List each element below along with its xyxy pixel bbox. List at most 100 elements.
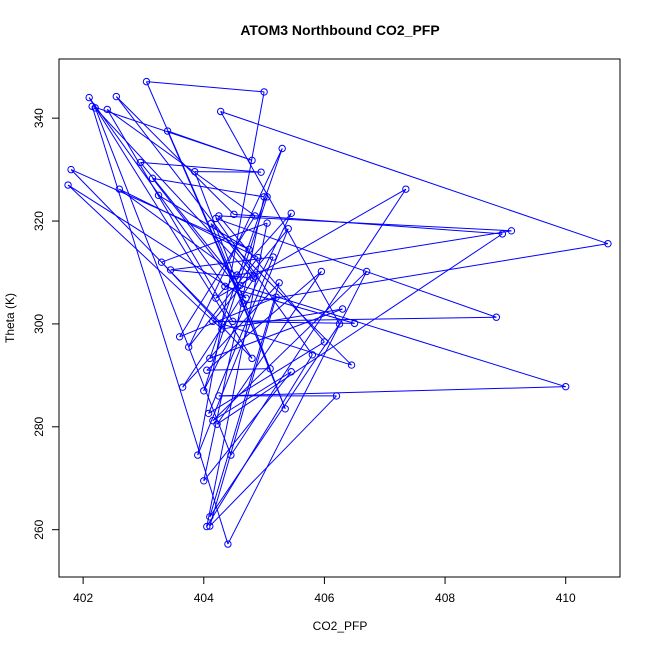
data-point bbox=[194, 451, 202, 459]
connector-line bbox=[221, 308, 343, 330]
connector-line bbox=[208, 256, 274, 414]
connector-line bbox=[158, 194, 250, 250]
data-point bbox=[233, 271, 241, 279]
data-point bbox=[350, 319, 359, 328]
connector-line bbox=[216, 233, 503, 425]
data-points bbox=[64, 77, 612, 548]
data-point bbox=[266, 364, 274, 373]
connector-line bbox=[233, 213, 503, 235]
connector-line bbox=[221, 323, 352, 366]
connector-line bbox=[167, 130, 271, 369]
x-tick-label: 408 bbox=[435, 591, 455, 605]
data-point bbox=[200, 477, 208, 485]
connector-line bbox=[203, 371, 292, 482]
data-point bbox=[362, 267, 371, 276]
data-point bbox=[317, 267, 326, 276]
connector-line bbox=[209, 297, 277, 527]
connector-line bbox=[203, 196, 268, 391]
data-point bbox=[308, 351, 317, 359]
data-point bbox=[64, 181, 72, 189]
connector-line bbox=[119, 188, 238, 276]
connector-line bbox=[227, 271, 368, 545]
data-point bbox=[213, 420, 221, 428]
data-point bbox=[284, 225, 292, 233]
data-point bbox=[203, 366, 211, 374]
data-point bbox=[91, 104, 99, 112]
connector-line bbox=[203, 213, 292, 392]
data-point bbox=[287, 209, 295, 218]
data-point bbox=[221, 282, 229, 291]
data-point bbox=[103, 105, 111, 114]
connector-line bbox=[232, 316, 497, 322]
data-point bbox=[67, 165, 75, 174]
data-point bbox=[604, 239, 612, 248]
data-point bbox=[272, 293, 280, 301]
data-point bbox=[115, 185, 124, 193]
data-point bbox=[320, 338, 329, 346]
connector-line bbox=[152, 178, 247, 299]
data-point bbox=[245, 245, 253, 254]
data-point bbox=[184, 343, 193, 351]
data-point bbox=[275, 279, 283, 287]
connector-line bbox=[208, 341, 325, 414]
connector-line bbox=[206, 368, 271, 371]
connector-line bbox=[119, 188, 259, 259]
data-point bbox=[218, 320, 226, 328]
data-point bbox=[200, 387, 208, 395]
data-point bbox=[260, 88, 268, 96]
x-axis-label: CO2_PFP bbox=[313, 619, 368, 633]
connector-line bbox=[218, 215, 512, 232]
data-point bbox=[112, 92, 121, 101]
connector-line bbox=[146, 81, 244, 304]
x-tick-label: 402 bbox=[73, 591, 93, 605]
connecting-lines bbox=[67, 81, 609, 545]
data-point bbox=[203, 522, 211, 531]
data-point bbox=[332, 392, 341, 400]
y-tick-label: 300 bbox=[32, 314, 46, 334]
connector-line bbox=[236, 230, 512, 276]
connector-line bbox=[70, 169, 223, 325]
y-tick-label: 260 bbox=[32, 519, 46, 539]
data-point bbox=[263, 219, 271, 227]
connector-line bbox=[146, 81, 265, 93]
data-point bbox=[402, 185, 410, 193]
connector-line bbox=[209, 148, 283, 359]
data-point bbox=[154, 191, 163, 200]
connector-line bbox=[67, 184, 223, 330]
y-tick-label: 320 bbox=[32, 211, 46, 231]
data-point bbox=[216, 107, 225, 116]
data-point bbox=[257, 168, 265, 176]
connector-line bbox=[209, 395, 337, 527]
data-point bbox=[562, 382, 570, 391]
connector-line bbox=[206, 354, 313, 527]
connector-line bbox=[188, 257, 259, 348]
data-point bbox=[278, 144, 286, 153]
connector-line bbox=[224, 285, 355, 324]
data-point bbox=[242, 294, 250, 302]
data-point bbox=[209, 416, 217, 425]
data-point bbox=[498, 230, 507, 238]
connector-line bbox=[161, 261, 253, 359]
data-point bbox=[163, 127, 172, 135]
data-point bbox=[136, 158, 145, 167]
data-point bbox=[338, 305, 347, 313]
x-tick-label: 404 bbox=[194, 591, 214, 605]
data-point bbox=[287, 368, 295, 376]
connector-line bbox=[218, 215, 325, 343]
connector-line bbox=[215, 217, 497, 318]
chart-title: ATOM3 Northbound CO2_PFP bbox=[240, 22, 439, 38]
data-point bbox=[212, 294, 220, 302]
connector-line bbox=[220, 110, 609, 245]
data-point bbox=[263, 193, 271, 201]
data-point bbox=[254, 253, 262, 262]
data-point bbox=[347, 361, 356, 369]
connector-line bbox=[197, 91, 265, 456]
connector-line bbox=[106, 109, 234, 322]
data-point bbox=[209, 317, 217, 326]
x-tick-label: 410 bbox=[556, 591, 576, 605]
data-point bbox=[248, 354, 256, 363]
connector-line bbox=[215, 218, 313, 356]
connector-line bbox=[94, 107, 254, 279]
connector-line bbox=[212, 371, 292, 422]
data-point bbox=[227, 451, 235, 459]
